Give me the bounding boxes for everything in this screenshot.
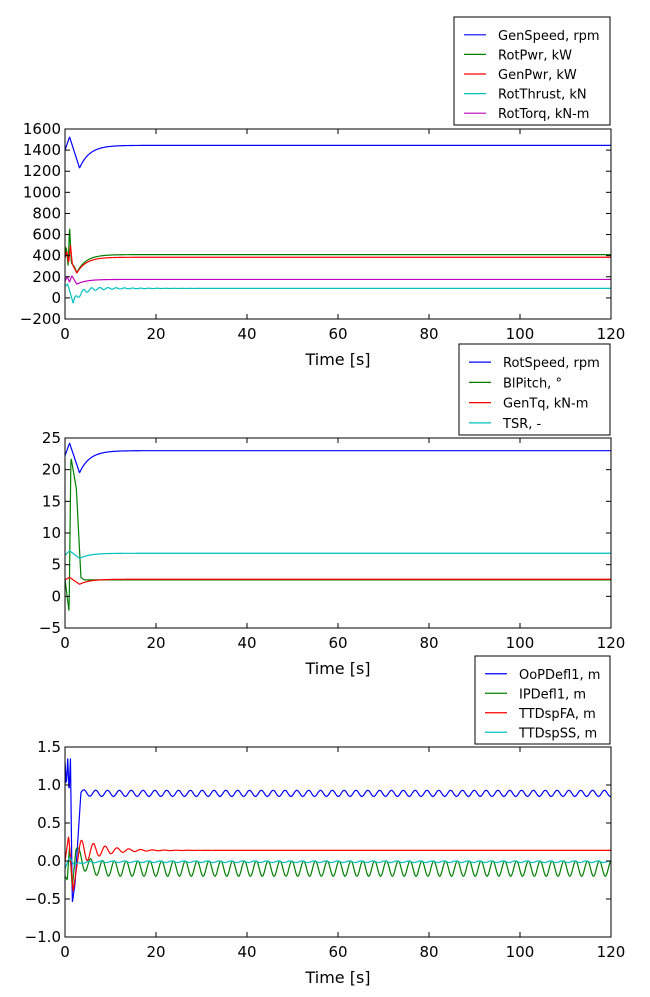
x-axis-label: Time [s]	[304, 659, 370, 678]
x-tick-label: 20	[146, 325, 165, 343]
chart-deflections: 0 20 40 60 80 100 120 −1.0 −0.5 0.0 0.5 1.0 1.5 Time …	[25, 655, 626, 987]
x-tick-label: 0	[60, 634, 70, 652]
y-tick-label: 800	[32, 204, 61, 222]
y-tick-label: 0	[51, 289, 61, 307]
x-tick-label: 20	[146, 943, 165, 961]
y-tick-label: 0.5	[37, 814, 61, 832]
x-tick-label: 100	[506, 943, 535, 961]
x-tick-label: 40	[237, 325, 256, 343]
y-tick-label: −200	[20, 310, 61, 328]
y-tick-label: 15	[42, 492, 61, 510]
legend-entry: GenPwr, kW	[498, 68, 577, 83]
legend-entry: RotTorq, kN-m	[498, 107, 589, 122]
x-tick-label: 120	[597, 943, 626, 961]
x-tick-label: 40	[237, 943, 256, 961]
series-line-rotspeed	[65, 442, 611, 474]
x-axis-label: Time [s]	[304, 968, 370, 987]
x-tick-label: 100	[506, 634, 535, 652]
y-tick-label: 400	[32, 247, 61, 265]
x-tick-label: 100	[506, 325, 535, 343]
y-tick-label: 25	[42, 429, 61, 447]
x-tick-label: 60	[328, 634, 347, 652]
legend-entry: RotSpeed, rpm	[503, 356, 600, 371]
series-line-genspeed	[65, 136, 611, 169]
x-tick-label: 20	[146, 634, 165, 652]
y-tick-label: 1.5	[37, 738, 61, 756]
y-tick-label: 1.0	[37, 776, 61, 794]
x-tick-label: 80	[419, 325, 438, 343]
legend-entry: RotPwr, kW	[498, 48, 572, 63]
series-line-tsr	[65, 550, 611, 559]
legend-entry: BlPitch, °	[503, 376, 562, 391]
x-tick-label: 80	[419, 943, 438, 961]
x-tick-label: 80	[419, 634, 438, 652]
y-tick-label: 0	[51, 587, 61, 605]
legend-entry: OoPDefl1, m	[519, 668, 600, 683]
series-line-rotpwr	[65, 228, 611, 274]
x-tick-label: 60	[328, 943, 347, 961]
legend-entry: RotThrust, kN	[498, 88, 587, 103]
x-tick-label: 120	[597, 325, 626, 343]
y-tick-label: 0.0	[37, 852, 61, 870]
legend-entry: TTDspSS, m	[518, 726, 597, 741]
y-tick-label: 1000	[23, 183, 61, 201]
x-tick-label: 0	[60, 325, 70, 343]
series-line-oopdefl1	[65, 758, 611, 902]
series-line-blpitch	[65, 458, 611, 611]
y-tick-label: 600	[32, 226, 61, 244]
legend-entry: GenSpeed, rpm	[498, 29, 600, 44]
legend: GenSpeed, rpm RotPwr, kW GenPwr, kW RotThru…	[453, 16, 611, 126]
legend-entry: GenTq, kN-m	[503, 397, 588, 412]
y-tick-label: −0.5	[25, 890, 61, 908]
legend: OoPDefl1, m IPDefl1, m TTDspFA, m TTDspSS, …	[474, 655, 611, 745]
legend-entry: IPDefl1, m	[519, 687, 586, 702]
x-tick-label: 40	[237, 634, 256, 652]
legend-entry: TSR, -	[502, 417, 541, 432]
plot-frame	[64, 128, 612, 320]
x-tick-label: 120	[597, 634, 626, 652]
y-tick-label: 5	[51, 556, 61, 574]
series-line-ttdspfa	[65, 836, 611, 892]
series-line-ttdspss	[65, 856, 611, 869]
x-tick-label: 60	[328, 325, 347, 343]
series-line-genpwr	[65, 245, 611, 274]
y-tick-label: −5	[39, 619, 61, 637]
legend: RotSpeed, rpm BlPitch, ° GenTq, kN-m TSR, -	[458, 343, 611, 436]
y-tick-label: −1.0	[25, 928, 61, 946]
series-line-ipdefl1	[65, 847, 611, 887]
plot-frame	[64, 437, 612, 629]
y-tick-label: 200	[32, 268, 61, 286]
plot-frame	[64, 746, 612, 938]
series-line-rotthrust	[65, 283, 611, 304]
chart-generator-performance: 0 20 40 60 80 100 120−200020040060080010001200…	[20, 16, 626, 369]
series-line-gentq	[65, 576, 611, 585]
y-tick-label: 20	[42, 461, 61, 479]
legend-entry: TTDspFA, m	[518, 707, 596, 722]
y-tick-label: 1600	[23, 120, 61, 138]
series-line-rottorq	[65, 275, 611, 285]
y-tick-label: 1400	[23, 141, 61, 159]
y-tick-label: 10	[42, 524, 61, 542]
x-tick-label: 0	[60, 943, 70, 961]
y-tick-label: 1200	[23, 162, 61, 180]
x-axis-label: Time [s]	[304, 350, 370, 369]
